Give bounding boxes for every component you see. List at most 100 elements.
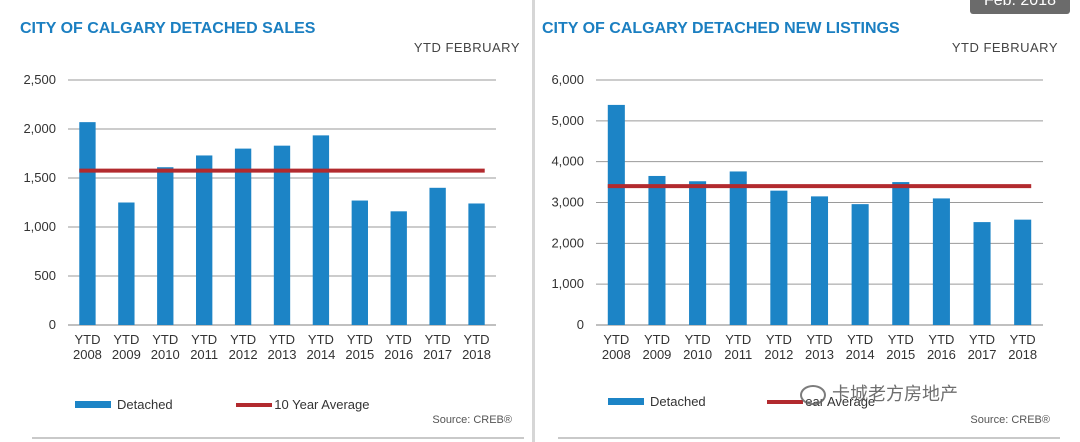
x-tick-label: 2018 — [462, 347, 491, 362]
x-tick-label: 2010 — [683, 347, 712, 362]
legend-bar-label: Detached — [117, 397, 173, 413]
y-tick-label: 0 — [49, 317, 56, 332]
y-tick-label: 0 — [577, 317, 584, 332]
x-tick-label: 2012 — [764, 347, 793, 362]
x-tick-label: YTD — [308, 332, 334, 347]
bar — [810, 196, 829, 325]
x-tick-label: YTD — [969, 332, 995, 347]
chart-title: CITY OF CALGARY DETACHED NEW LISTINGS — [542, 20, 900, 37]
bar — [312, 135, 330, 325]
bar — [892, 182, 910, 325]
x-tick-label: 2008 — [602, 347, 631, 362]
chat-bubble-icon — [800, 385, 826, 406]
bar — [351, 200, 368, 325]
x-tick-label: YTD — [807, 332, 833, 347]
x-tick-label: YTD — [74, 332, 100, 347]
bar — [468, 203, 485, 325]
date-badge: Feb. 2018 — [969, 0, 1070, 14]
x-tick-label: YTD — [644, 332, 670, 347]
x-tick-label: YTD — [888, 332, 914, 347]
legend-bar-swatch — [75, 401, 111, 409]
bar — [770, 190, 788, 325]
y-tick-label: 500 — [34, 268, 56, 283]
y-tick-label: 1,500 — [23, 170, 56, 185]
x-tick-label: YTD — [928, 332, 954, 347]
bar — [118, 202, 135, 325]
x-tick-label: YTD — [230, 332, 256, 347]
bar — [607, 104, 625, 326]
x-tick-label: 2008 — [73, 347, 102, 362]
bar — [234, 148, 252, 325]
legend-bar-label: Detached — [650, 394, 706, 410]
y-tick-label: 1,000 — [551, 276, 584, 291]
x-tick-label: YTD — [269, 332, 295, 347]
x-tick-label: YTD — [386, 332, 412, 347]
bar — [390, 211, 407, 325]
x-tick-label: 2015 — [345, 347, 374, 362]
x-tick-label: YTD — [766, 332, 792, 347]
chart-source: Source: CREB® — [970, 414, 1050, 426]
x-tick-label: YTD — [1010, 332, 1036, 347]
bar — [157, 167, 174, 325]
y-tick-label: 6,000 — [551, 72, 584, 87]
listings-bar-chart: 01,0002,0003,0004,0005,0006,000YTD2008YT… — [551, 72, 1043, 362]
bar — [973, 222, 991, 325]
x-tick-label: 2009 — [642, 347, 671, 362]
chart-subtitle: YTD FEBRUARY — [413, 40, 520, 55]
bar — [429, 187, 446, 325]
x-tick-label: 2014 — [306, 347, 335, 362]
bar — [689, 181, 707, 325]
bar — [932, 198, 950, 325]
legend-line-swatch — [767, 399, 804, 404]
x-tick-label: 2014 — [846, 347, 875, 362]
x-tick-label: YTD — [685, 332, 711, 347]
sales-bar-chart: 05001,0001,5002,0002,500YTD2008YTD2009YT… — [23, 72, 496, 362]
panel-divider — [532, 0, 535, 442]
x-tick-label: 2011 — [190, 347, 218, 362]
chart-source: Source: CREB® — [432, 414, 512, 426]
y-tick-label: 2,000 — [23, 121, 56, 136]
x-tick-label: 2015 — [886, 347, 915, 362]
chart-subtitle: YTD FEBRUARY — [951, 40, 1058, 55]
y-tick-label: 3,000 — [551, 195, 584, 210]
bottom-rule — [32, 437, 524, 439]
x-tick-label: YTD — [191, 332, 217, 347]
x-tick-label: YTD — [725, 332, 751, 347]
legend-line-swatch — [236, 402, 273, 407]
x-tick-label: 2010 — [151, 347, 180, 362]
x-tick-label: 2013 — [268, 347, 297, 362]
bottom-rule — [558, 437, 1060, 439]
bar — [79, 122, 96, 325]
watermark-text: 卡城老方房地产 — [832, 384, 958, 404]
watermark: 卡城老方房地产 — [800, 380, 958, 406]
x-tick-label: YTD — [847, 332, 873, 347]
bar — [729, 171, 747, 325]
y-tick-label: 4,000 — [551, 154, 584, 169]
bar — [648, 175, 666, 325]
legend-line-label: 10 Year Average — [274, 397, 370, 413]
x-tick-label: 2011 — [724, 347, 752, 362]
x-tick-label: YTD — [464, 332, 490, 347]
x-tick-label: YTD — [425, 332, 451, 347]
x-tick-label: YTD — [113, 332, 139, 347]
bar — [196, 155, 213, 325]
x-tick-label: 2012 — [229, 347, 258, 362]
x-tick-label: 2013 — [805, 347, 834, 362]
chart-legend: Detached 10 Year Average — [75, 396, 369, 412]
sales-chart-panel: CITY OF CALGARY DETACHED SALES YTD FEBRU… — [0, 0, 530, 442]
listings-chart-panel: Feb. 2018 CITY OF CALGARY DETACHED NEW L… — [538, 0, 1080, 442]
x-tick-label: 2018 — [1008, 347, 1037, 362]
x-tick-label: YTD — [152, 332, 178, 347]
x-tick-label: 2009 — [112, 347, 141, 362]
bar — [1014, 219, 1032, 325]
x-tick-label: 2016 — [384, 347, 413, 362]
y-tick-label: 2,500 — [23, 72, 56, 87]
y-tick-label: 2,000 — [551, 235, 584, 250]
x-tick-label: YTD — [603, 332, 629, 347]
legend-bar-swatch — [608, 398, 644, 406]
x-tick-label: 2017 — [968, 347, 997, 362]
y-tick-label: 1,000 — [23, 219, 56, 234]
bar — [851, 204, 869, 325]
x-tick-label: 2016 — [927, 347, 956, 362]
y-tick-label: 5,000 — [551, 113, 584, 128]
